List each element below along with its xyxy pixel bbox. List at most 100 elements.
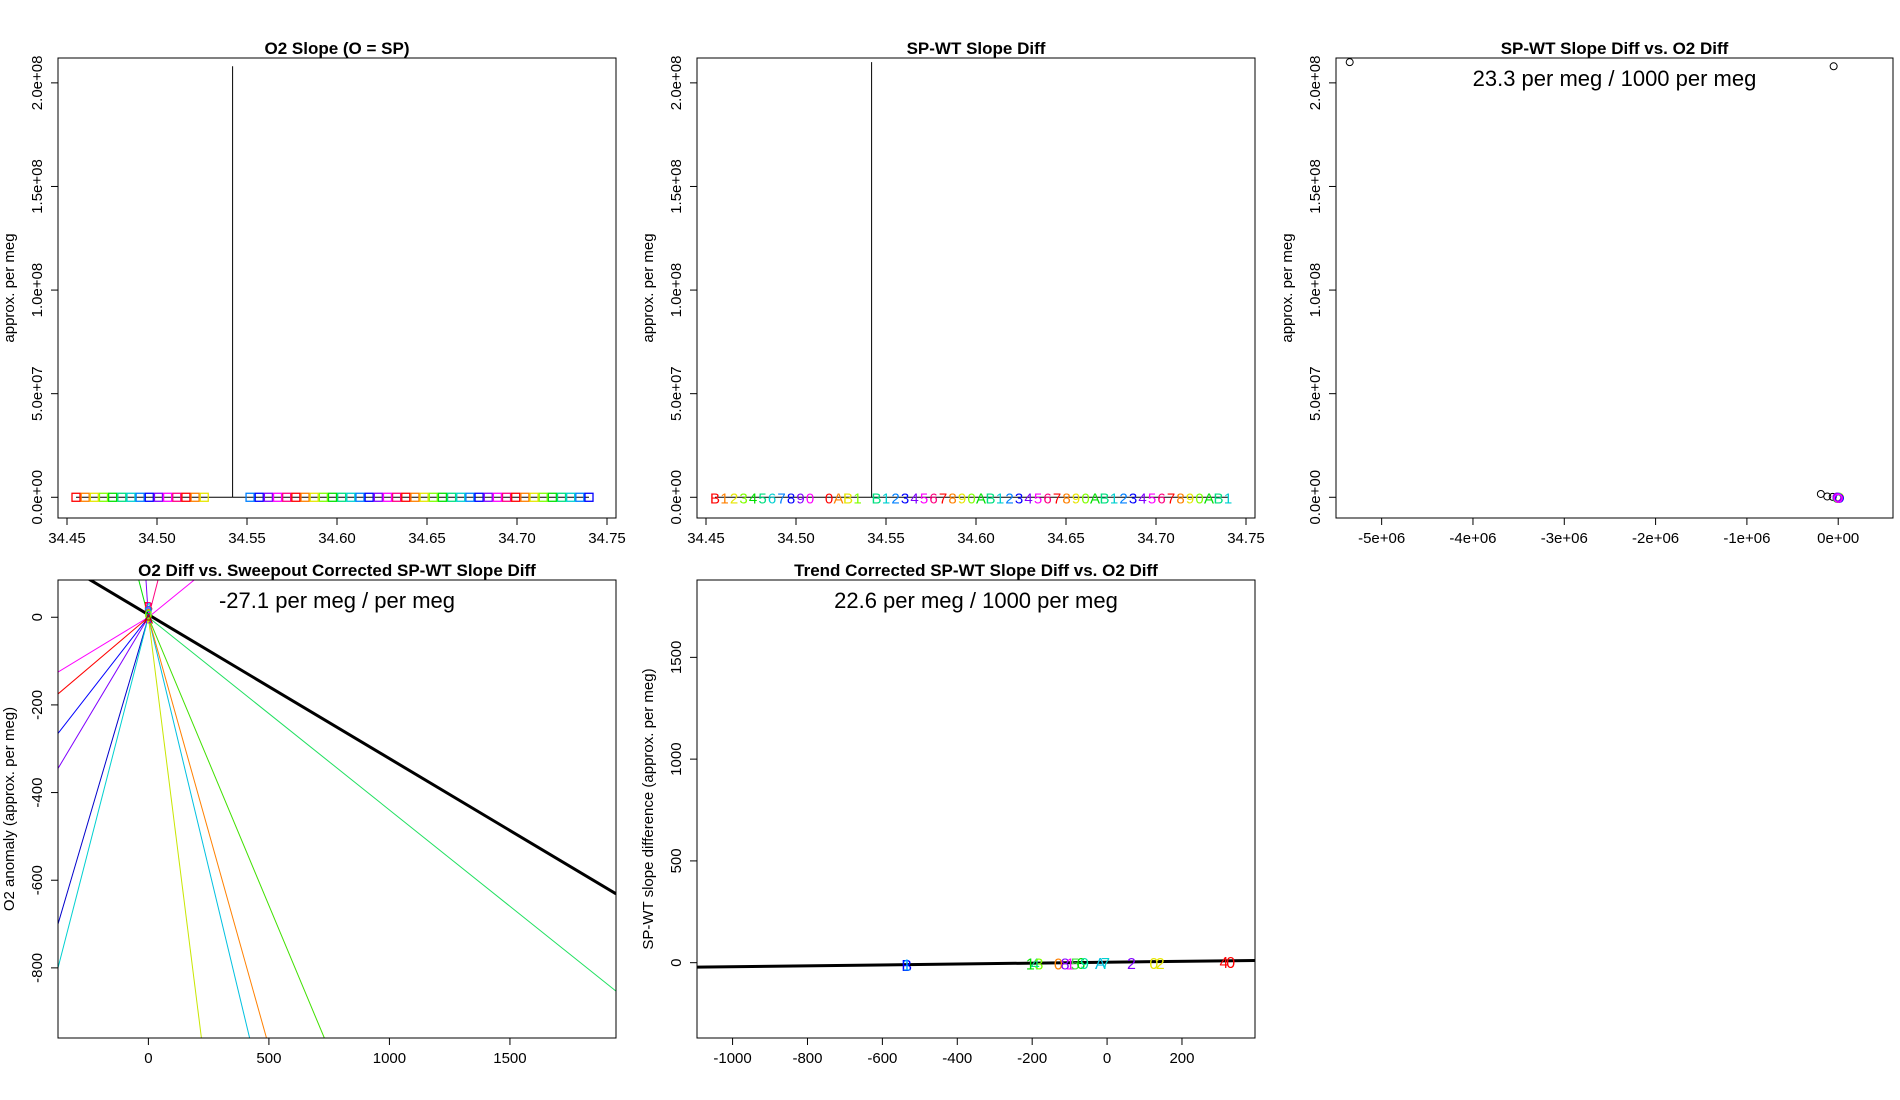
data-point-label: 3 [739, 490, 747, 507]
data-point [162, 492, 173, 502]
data-point [566, 492, 576, 502]
y-tick-label: -200 [29, 690, 46, 720]
data-point-label: 2 [1156, 956, 1165, 973]
data-point-label: B [1213, 490, 1223, 507]
data-point-label: 3 [1129, 490, 1137, 507]
y-tick-label: 2.0e+08 [668, 56, 685, 111]
data-point-label: 0 [1081, 490, 1089, 507]
data-point [272, 492, 283, 502]
data-point [391, 492, 402, 502]
x-tick-label: 1000 [373, 1050, 406, 1067]
x-tick-label: -800 [792, 1050, 822, 1067]
data-point [1829, 62, 1838, 71]
data-point [172, 492, 182, 502]
data-point-label: 7 [777, 490, 785, 507]
data-point-label: A [1090, 490, 1100, 507]
data-point-label: 9 [1072, 490, 1080, 507]
y-axis-label: approx. per meg [1279, 233, 1296, 342]
data-point [126, 492, 136, 502]
data-point-label: 7 [939, 490, 947, 507]
panel-p1: O2 Slope (O = SP) 34.45 34.50 34.55 34.60 34.… [1, 39, 626, 547]
plot-frame [57, 579, 617, 1039]
regression-ray [147, 617, 267, 1038]
hub-point-label: 3 [144, 610, 152, 626]
chart-title: O2 Diff vs. Sweepout Corrected SP-WT Slo… [138, 561, 536, 580]
x-tick-label: 34.55 [228, 530, 266, 547]
x-tick-label: 0e+00 [1817, 530, 1859, 547]
regression-ray [58, 616, 149, 734]
data-point-label: 9 [1080, 956, 1089, 973]
data-point-label: 7 [1053, 490, 1061, 507]
data-point [318, 492, 328, 502]
fit-line [87, 580, 616, 896]
data-point-label: B [1099, 490, 1109, 507]
y-tick-label: 1.0e+08 [29, 263, 46, 318]
hub-point-label: 6 [144, 606, 152, 622]
x-tick-label: -2e+06 [1632, 530, 1679, 547]
data-point [291, 492, 301, 502]
x-tick-label: -5e+06 [1358, 530, 1405, 547]
x-tick-label: 34.45 [48, 530, 86, 547]
y-tick-label: 1500 [668, 641, 685, 674]
data-point-label: 8 [948, 490, 956, 507]
data-point-label: 0 [1149, 956, 1158, 973]
data-point-label: A [1204, 490, 1214, 507]
x-tick-label: -3e+06 [1541, 530, 1588, 547]
data-point [1823, 492, 1832, 501]
data-point [71, 492, 81, 502]
data-point-label: 6 [1157, 490, 1165, 507]
x-tick-label: 34.60 [318, 530, 356, 547]
data-point-label: 3 [1034, 956, 1043, 973]
x-tick-label: 34.45 [687, 530, 725, 547]
data-point [98, 492, 109, 502]
data-point-label: 8 [787, 490, 795, 507]
chart-title: O2 Slope (O = SP) [264, 39, 409, 58]
chart-title: Trend Corrected SP-WT Slope Diff vs. O2 … [794, 561, 1158, 580]
data-point-label: B [985, 490, 995, 507]
y-tick-label: 0 [668, 959, 685, 967]
data-point [263, 492, 274, 502]
data-point [1828, 492, 1837, 501]
regression-ray [58, 617, 149, 925]
data-point-label: 4 [1031, 956, 1040, 973]
data-point-label: 4 [1024, 490, 1032, 507]
y-tick-label: 1.5e+08 [668, 159, 685, 214]
data-point-label: 1 [853, 490, 861, 507]
data-point [364, 492, 374, 502]
fit-line [697, 958, 1255, 969]
data-point-label: 0 [1195, 490, 1203, 507]
data-point [282, 492, 292, 502]
hub-point-label: 1 [144, 602, 152, 618]
x-tick-label: 34.50 [777, 530, 815, 547]
data-point-label: 2 [891, 490, 899, 507]
data-point-label: 8 [1176, 490, 1184, 507]
data-point-label: A [833, 490, 843, 507]
data-point-label: 9 [958, 490, 966, 507]
regression-ray [147, 617, 251, 1038]
x-tick-label: 0 [1103, 1050, 1111, 1067]
plot-frame [696, 57, 1256, 519]
y-tick-label: 1.0e+08 [1307, 263, 1324, 318]
data-point-label: 4 [910, 490, 918, 507]
x-tick-label: 200 [1169, 1050, 1194, 1067]
data-point [575, 492, 585, 502]
data-point-label: 5 [1071, 956, 1080, 973]
data-point [144, 492, 154, 502]
hub-point-label: A [144, 610, 154, 626]
data-point-label: 8 [1061, 956, 1070, 973]
data-point-label: 2 [1127, 956, 1136, 973]
regression-ray [148, 616, 616, 992]
regression-ray [58, 617, 149, 969]
y-tick-label: 0 [29, 613, 46, 621]
data-point [446, 492, 457, 502]
data-point [456, 492, 466, 502]
x-tick-label: 34.65 [408, 530, 446, 547]
data-point [520, 492, 530, 502]
hub-point-label: 2 [144, 606, 152, 622]
data-point [1345, 58, 1354, 67]
data-point [199, 492, 209, 502]
data-point [245, 492, 255, 502]
